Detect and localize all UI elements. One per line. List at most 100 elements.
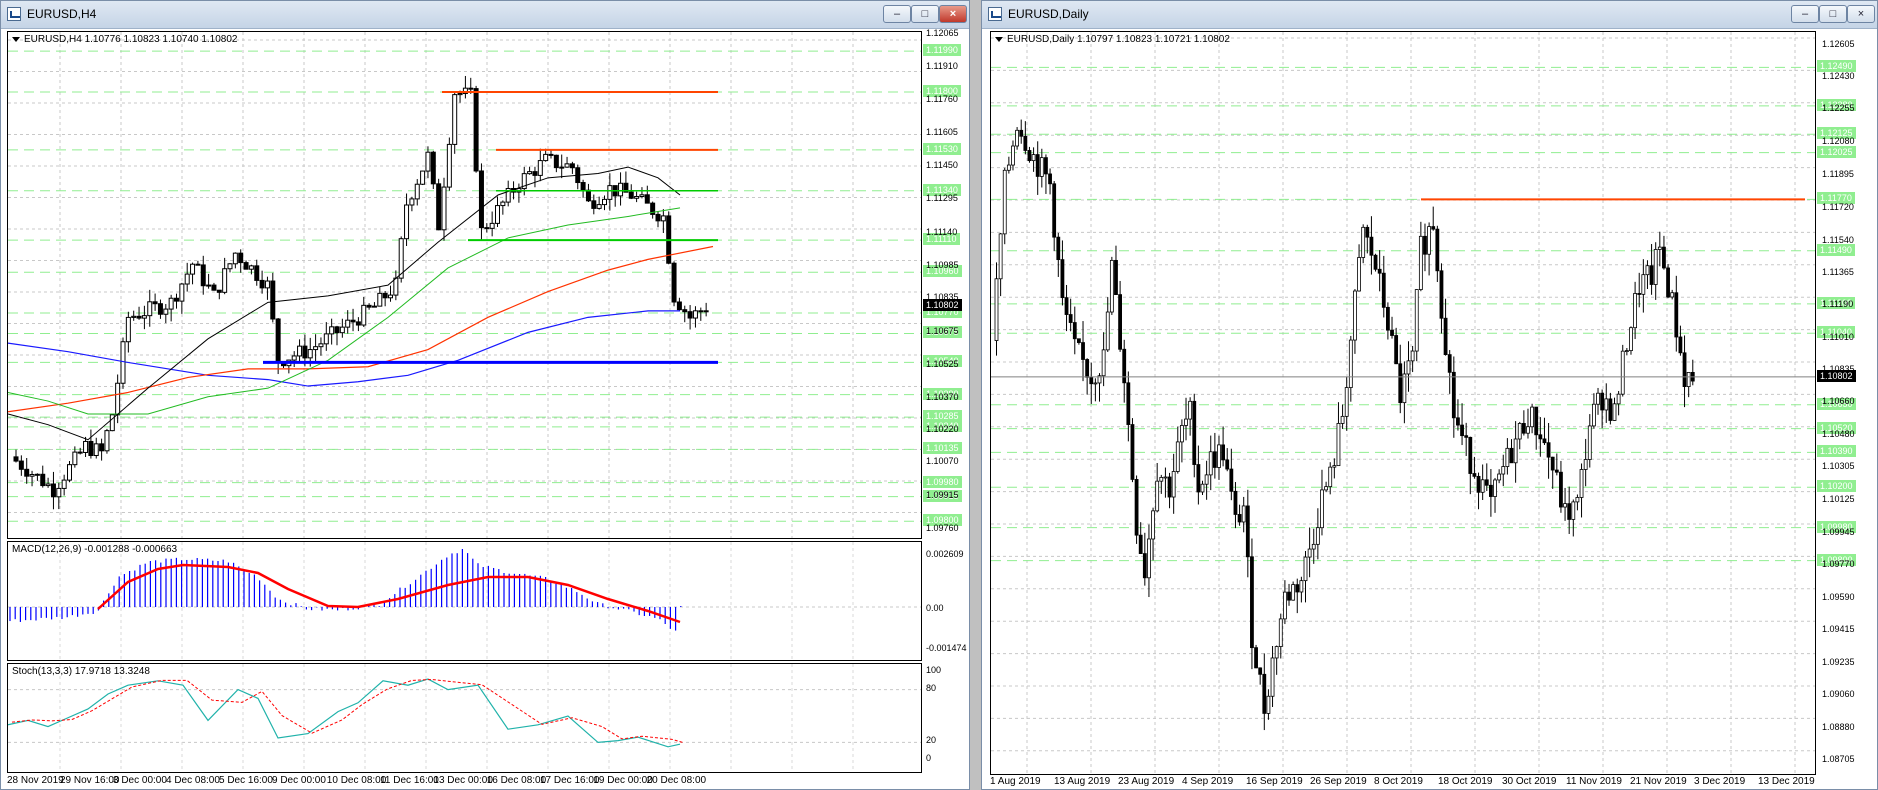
candle-body	[1217, 444, 1221, 468]
candle-body	[430, 151, 436, 185]
candle-body	[1250, 556, 1254, 649]
candle-body	[1357, 257, 1361, 292]
stoch-tick-label: 80	[926, 682, 937, 693]
price-tick-label: 1.11450	[926, 160, 958, 171]
price-tick-label: 1.09590	[1822, 592, 1855, 603]
candle-body	[1192, 400, 1197, 465]
level-price-tag: 1.10540	[923, 355, 962, 368]
candle-body	[1394, 335, 1399, 365]
time-axis-label: 19 Dec 00:00	[593, 775, 653, 786]
candle-body	[1526, 426, 1530, 434]
maximize-button[interactable]: □	[1819, 5, 1847, 23]
candle-body	[409, 198, 415, 206]
daily-price-pane[interactable]: EURUSD,Daily 1.10797 1.10823 1.10721 1.1…	[990, 31, 1816, 775]
candle-body	[1060, 259, 1065, 299]
candle-body	[1085, 359, 1090, 378]
candle-body	[83, 440, 89, 453]
level-price-tag: 1.10135	[923, 442, 962, 455]
time-axis-label: 3 Dec 00:00	[113, 775, 167, 786]
candle-body	[275, 318, 281, 364]
candle-body	[1414, 289, 1419, 352]
close-button[interactable]: ×	[1847, 5, 1875, 23]
candle-body	[1155, 480, 1160, 512]
level-price-tag: 1.11040	[1817, 326, 1855, 339]
candle-body	[543, 153, 549, 162]
level-price-tag: 1.11530	[923, 142, 961, 155]
candle-body	[1282, 591, 1287, 620]
candle-body	[1583, 459, 1588, 470]
candle-body	[1456, 417, 1460, 426]
candle-body	[1563, 503, 1567, 508]
daily-title-bar[interactable]: EURUSD,Daily – □ ×	[982, 1, 1877, 29]
candle-body	[1559, 471, 1563, 508]
h4-price-pane[interactable]: EURUSD,H4 1.10776 1.10823 1.10740 1.1080…	[7, 31, 922, 539]
maximize-button[interactable]: □	[911, 5, 939, 23]
candle-body	[1385, 306, 1390, 331]
candle-body	[377, 292, 383, 307]
macd-pane[interactable]: MACD(12,26,9) -0.001288 -0.000663	[7, 541, 922, 661]
candle-body	[1101, 349, 1106, 377]
candle-body	[1381, 272, 1386, 308]
candle-body	[473, 88, 479, 172]
candle-body	[157, 303, 163, 315]
level-price-tag: 1.10960	[923, 265, 962, 278]
time-axis-label: 28 Nov 2019	[7, 775, 64, 786]
price-tick-label: 1.12430	[1822, 71, 1855, 82]
close-button[interactable]: ×	[939, 5, 967, 23]
time-axis-label: 17 Dec 16:00	[540, 775, 600, 786]
daily-symbol-info: EURUSD,Daily 1.10797 1.10823 1.10721 1.1…	[995, 34, 1230, 45]
candle-body	[703, 310, 709, 313]
candle-body	[350, 319, 356, 323]
candle-body	[994, 278, 999, 341]
price-tick-label: 1.09915	[926, 489, 959, 500]
candle-body	[1620, 350, 1625, 395]
candle-body	[452, 94, 458, 145]
stoch-pane[interactable]: Stoch(13,3,3) 17.9718 13.3248	[7, 663, 922, 773]
candle-body	[1262, 673, 1267, 714]
candle-body	[618, 182, 624, 197]
candle-body	[1472, 473, 1477, 477]
price-tick-label: 1.10125	[1822, 494, 1855, 505]
candle-body	[1006, 164, 1011, 171]
candle-body	[1361, 226, 1366, 258]
candle-body	[1678, 336, 1683, 354]
candle-body	[302, 345, 308, 359]
stoch-tick-label: 100	[926, 665, 942, 675]
candle-body	[1365, 226, 1370, 238]
candle-body	[1254, 647, 1258, 669]
candle-body	[1530, 406, 1534, 428]
candle-body	[521, 173, 527, 190]
level-price-tag: 1.09800	[923, 514, 962, 527]
candle-body	[168, 297, 174, 310]
candle-body	[206, 284, 212, 287]
candle-body	[1184, 418, 1188, 426]
candle-body	[243, 262, 249, 270]
price-tick-label: 1.11190	[1822, 298, 1854, 309]
daily-chart-window[interactable]: EURUSD,Daily – □ × EURUSD,Daily 1.10797 …	[981, 0, 1878, 790]
candle-body	[441, 186, 447, 231]
candle-body	[1670, 292, 1675, 298]
macd-signal-line	[97, 563, 681, 624]
minimize-button[interactable]: –	[883, 5, 911, 23]
level-price-tag: 1.09980	[1817, 520, 1856, 533]
time-axis-label: 3 Dec 2019	[1694, 776, 1746, 787]
level-price-tag: 1.12025	[1817, 145, 1856, 158]
h4-chart-window[interactable]: EURUSD,H4 – □ × EURUSD,H4 1.10776 1.1082…	[0, 0, 970, 790]
candle-body	[628, 191, 634, 199]
candle-body	[500, 201, 506, 207]
price-tick-label: 1.11365	[1822, 266, 1854, 277]
time-axis-label: 26 Sep 2019	[1310, 776, 1367, 787]
candle-body	[489, 222, 495, 229]
h4-title-bar[interactable]: EURUSD,H4 – □ ×	[1, 1, 969, 29]
candle-body	[1464, 435, 1469, 438]
candle-body	[1616, 393, 1621, 405]
candle-body	[88, 440, 94, 457]
price-tick-label: 1.12065	[926, 28, 959, 39]
candle-body	[1320, 489, 1324, 529]
candle-body	[527, 171, 533, 175]
minimize-button[interactable]: –	[1791, 5, 1819, 23]
candle-body	[1542, 438, 1547, 444]
candle-body	[1587, 425, 1592, 460]
candle-body	[462, 87, 468, 95]
candle-body	[687, 311, 693, 319]
